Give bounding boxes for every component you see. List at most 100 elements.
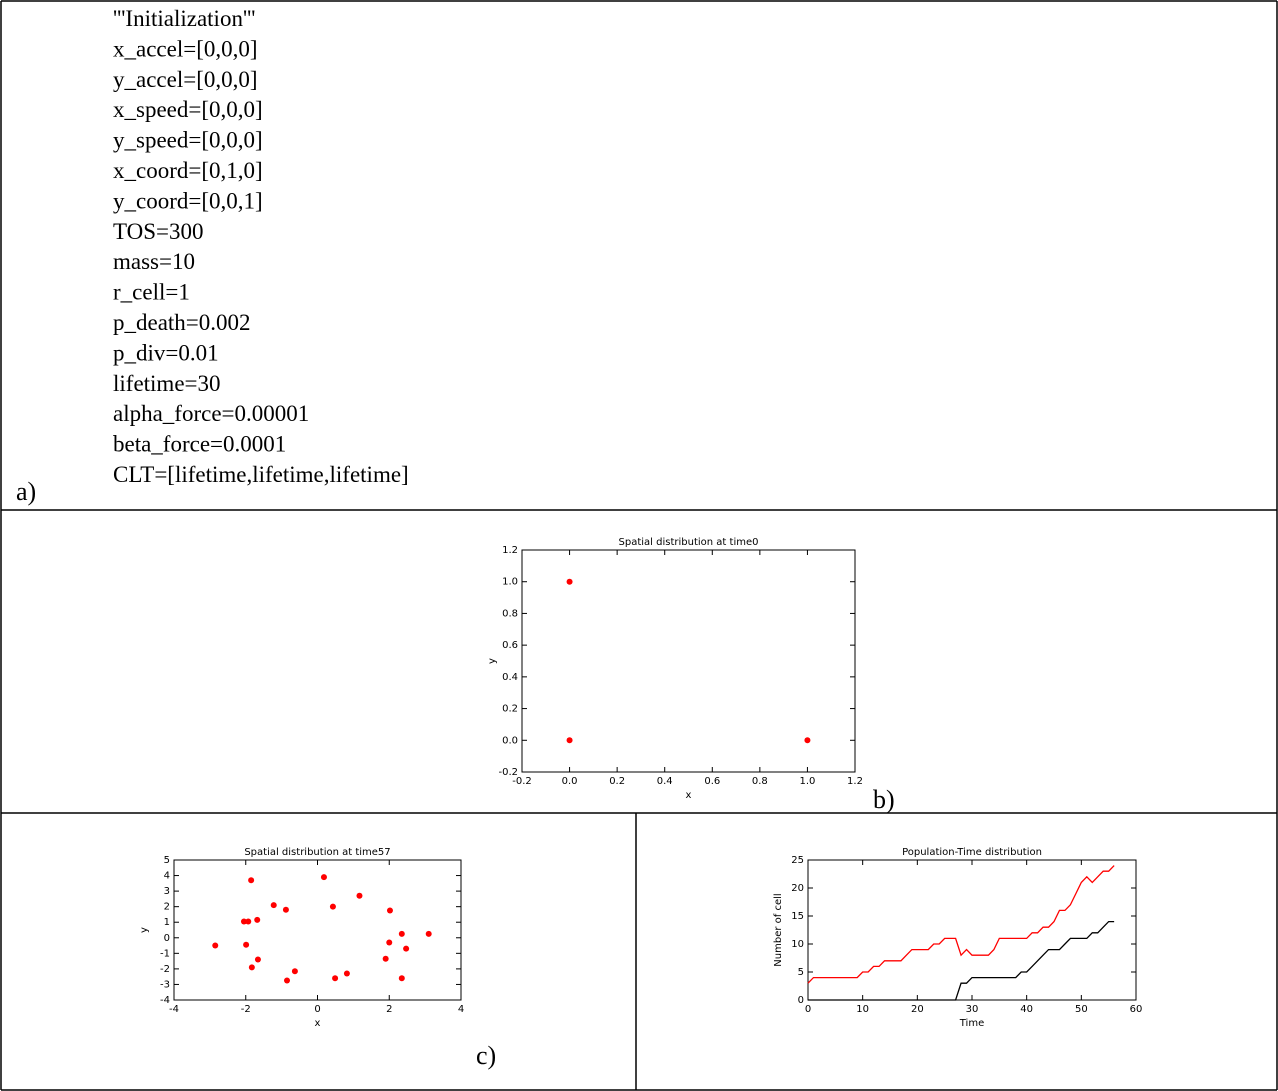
y-tick-label: 5 bbox=[798, 967, 804, 978]
point bbox=[398, 930, 405, 937]
y-tick-label: 0.2 bbox=[502, 704, 518, 715]
point bbox=[804, 737, 811, 744]
point bbox=[212, 942, 219, 949]
x-tick-label: 40 bbox=[1020, 1004, 1033, 1015]
point bbox=[248, 877, 255, 884]
y-axis-label: y bbox=[487, 658, 498, 664]
x-tick-label: 0.4 bbox=[657, 776, 673, 787]
plot-area bbox=[173, 859, 462, 1001]
panel-label: a) bbox=[16, 477, 36, 506]
code-line: lifetime=30 bbox=[113, 371, 221, 396]
point bbox=[248, 964, 255, 971]
x-tick-label: 2 bbox=[386, 1004, 392, 1015]
point bbox=[425, 930, 432, 937]
y-tick-label: 1.0 bbox=[502, 577, 518, 588]
y-axis-label: y bbox=[139, 927, 150, 933]
code-line: y_speed=[0,0,0] bbox=[113, 128, 263, 153]
y-tick-label: 0.6 bbox=[502, 640, 518, 651]
x-tick-label: 30 bbox=[966, 1004, 979, 1015]
x-tick-label: 0 bbox=[314, 1004, 320, 1015]
x-tick-label: -4 bbox=[169, 1004, 179, 1015]
y-tick-label: 10 bbox=[791, 939, 804, 950]
y-tick-label: 0 bbox=[798, 995, 804, 1006]
y-tick-label: -0.2 bbox=[498, 767, 518, 778]
code-line: y_accel=[0,0,0] bbox=[113, 67, 258, 92]
x-tick-label: 10 bbox=[856, 1004, 869, 1015]
point bbox=[386, 939, 393, 946]
x-axis-label: x bbox=[315, 1018, 321, 1029]
code-line: p_death=0.002 bbox=[113, 310, 251, 335]
point bbox=[240, 918, 247, 925]
y-tick-label: 0.0 bbox=[502, 735, 518, 746]
point bbox=[343, 970, 350, 977]
x-axis-label: Time bbox=[959, 1018, 984, 1029]
x-tick-label: 0.2 bbox=[609, 776, 625, 787]
point bbox=[320, 874, 327, 881]
point bbox=[284, 977, 291, 984]
y-tick-label: 0.8 bbox=[502, 608, 518, 619]
point bbox=[386, 907, 393, 914]
point bbox=[282, 906, 289, 913]
code-line: y_coord=[0,0,1] bbox=[113, 188, 263, 213]
y-tick-label: 2 bbox=[164, 902, 170, 913]
code-line: alpha_force=0.00001 bbox=[113, 401, 309, 426]
point bbox=[403, 945, 410, 952]
code-line: beta_force=0.0001 bbox=[113, 432, 286, 457]
point bbox=[566, 578, 573, 585]
panel-label: c) bbox=[476, 1041, 496, 1070]
x-tick-label: 0 bbox=[805, 1004, 811, 1015]
code-line: '''Initialization''' bbox=[113, 6, 255, 31]
code-line: TOS=300 bbox=[113, 219, 204, 244]
line bbox=[808, 920, 1115, 1001]
x-tick-label: -0.2 bbox=[512, 776, 532, 787]
y-tick-label: -2 bbox=[160, 964, 170, 975]
x-tick-label: -2 bbox=[241, 1004, 251, 1015]
point bbox=[291, 968, 298, 975]
code-line: CLT=[lifetime,lifetime,lifetime] bbox=[113, 462, 409, 487]
x-tick-label: 1.0 bbox=[799, 776, 815, 787]
plot-area bbox=[521, 549, 856, 773]
x-tick-label: 50 bbox=[1075, 1004, 1088, 1015]
x-tick-label: 20 bbox=[911, 1004, 924, 1015]
x-tick-label: 60 bbox=[1130, 1004, 1143, 1015]
plot-area bbox=[807, 859, 1137, 1001]
point bbox=[398, 975, 405, 982]
point bbox=[254, 916, 261, 923]
point bbox=[329, 903, 336, 910]
y-tick-label: 5 bbox=[164, 855, 170, 866]
x-axis-label: x bbox=[686, 790, 692, 801]
y-tick-label: 20 bbox=[791, 883, 804, 894]
code-line: p_div=0.01 bbox=[113, 340, 219, 365]
y-tick-label: -3 bbox=[160, 979, 170, 990]
y-tick-label: 15 bbox=[791, 911, 804, 922]
code-line: mass=10 bbox=[113, 249, 195, 274]
point bbox=[332, 975, 339, 982]
y-axis-label: Number of cell bbox=[773, 893, 784, 966]
chart-title: Spatial distribution at time0 bbox=[619, 537, 759, 548]
y-tick-label: -1 bbox=[160, 948, 170, 959]
code-line: x_coord=[0,1,0] bbox=[113, 158, 263, 183]
y-tick-label: 1.2 bbox=[502, 545, 518, 556]
point bbox=[566, 737, 573, 744]
x-tick-label: 1.2 bbox=[847, 776, 863, 787]
point bbox=[382, 955, 389, 962]
point bbox=[356, 892, 363, 899]
point bbox=[270, 902, 277, 909]
code-line: x_accel=[0,0,0] bbox=[113, 36, 258, 61]
code-line: r_cell=1 bbox=[113, 280, 190, 305]
x-tick-label: 0.6 bbox=[704, 776, 720, 787]
x-tick-label: 4 bbox=[458, 1004, 464, 1015]
y-tick-label: 0 bbox=[164, 933, 170, 944]
y-tick-label: 3 bbox=[164, 886, 170, 897]
y-tick-label: 0.4 bbox=[502, 672, 518, 683]
y-tick-label: 4 bbox=[164, 871, 170, 882]
code-line: x_speed=[0,0,0] bbox=[113, 97, 263, 122]
y-tick-label: -4 bbox=[160, 995, 170, 1006]
y-tick-label: 25 bbox=[791, 855, 804, 866]
point bbox=[254, 956, 261, 963]
point bbox=[243, 941, 250, 948]
chart-title: Population-Time distribution bbox=[902, 847, 1042, 858]
x-tick-label: 0.8 bbox=[752, 776, 768, 787]
x-tick-label: 0.0 bbox=[562, 776, 578, 787]
